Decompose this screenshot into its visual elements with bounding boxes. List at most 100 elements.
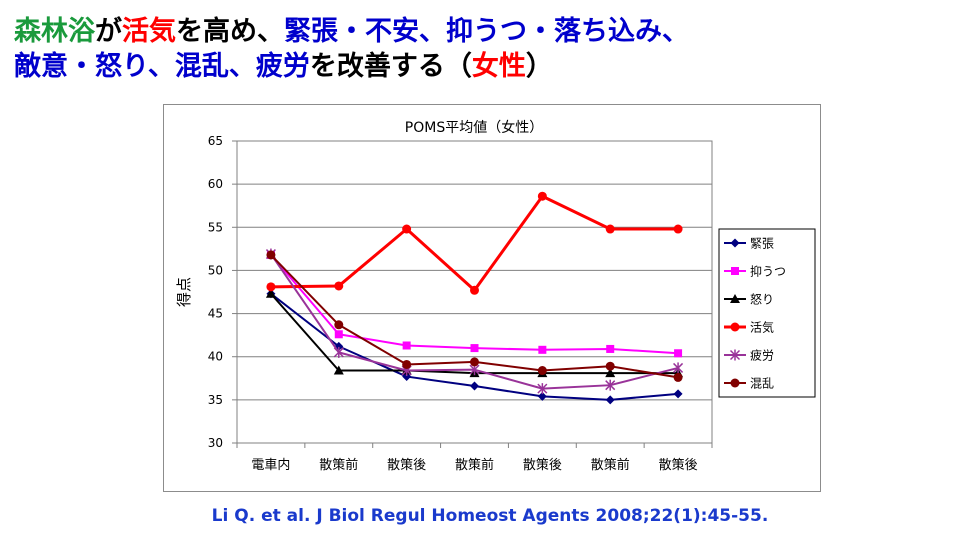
data-point bbox=[470, 344, 479, 353]
data-point bbox=[402, 359, 412, 369]
legend-item: 活気 bbox=[724, 320, 774, 335]
marker-shape bbox=[673, 224, 683, 234]
headline-segment: 森林浴 bbox=[14, 16, 95, 47]
legend-marker bbox=[730, 294, 740, 303]
marker-shape bbox=[730, 322, 740, 332]
legend-item: 抑うつ bbox=[724, 264, 786, 279]
marker-shape bbox=[731, 267, 739, 275]
y-tick-label: 60 bbox=[208, 177, 223, 191]
y-tick-label: 40 bbox=[208, 350, 223, 364]
legend-marker bbox=[730, 322, 740, 332]
marker-shape bbox=[402, 341, 411, 350]
series-4 bbox=[266, 191, 683, 295]
x-tick-label: 散策後 bbox=[523, 457, 562, 473]
y-axis-label: 得点 bbox=[175, 277, 193, 307]
marker-shape bbox=[537, 366, 547, 376]
y-tick-label: 50 bbox=[208, 263, 223, 277]
marker-shape bbox=[470, 381, 479, 391]
headline-segment: 緊張・不安、抑うつ・落ち込み、 bbox=[284, 16, 689, 47]
y-tick-label: 65 bbox=[208, 134, 223, 148]
marker-shape bbox=[606, 344, 615, 353]
data-point bbox=[402, 224, 412, 234]
data-point bbox=[334, 281, 344, 291]
legend-item: 疲労 bbox=[724, 348, 774, 363]
data-point bbox=[538, 345, 547, 354]
marker-shape bbox=[470, 285, 479, 295]
marker-shape bbox=[674, 349, 683, 358]
marker-shape bbox=[470, 344, 479, 353]
data-point bbox=[333, 346, 344, 358]
legend-marker bbox=[731, 267, 739, 275]
marker-shape bbox=[673, 389, 683, 399]
data-point bbox=[266, 282, 276, 292]
data-point bbox=[537, 391, 547, 401]
marker-shape bbox=[538, 345, 547, 354]
citation: Li Q. et al. J Biol Regul Homeost Agents… bbox=[211, 506, 769, 526]
data-point bbox=[673, 224, 683, 234]
x-tick-label: 散策前 bbox=[319, 457, 358, 473]
data-point bbox=[470, 381, 479, 391]
legend-marker bbox=[729, 349, 741, 361]
marker-shape bbox=[266, 250, 276, 260]
marker-shape bbox=[537, 191, 547, 201]
data-point bbox=[606, 344, 615, 353]
chart-frame: POMS平均値（女性） 30 35 40 45 50 55 60 65 電車内 散策前 散策後 散策前 散… bbox=[163, 104, 821, 492]
legend-item: 怒り bbox=[724, 292, 774, 307]
marker-shape bbox=[605, 361, 615, 371]
headline-segment: を高め、 bbox=[176, 16, 284, 47]
marker-shape bbox=[605, 368, 616, 378]
marker-shape bbox=[605, 224, 615, 234]
marker-shape bbox=[730, 238, 740, 248]
marker-shape bbox=[334, 281, 344, 291]
legend-marker bbox=[730, 378, 740, 388]
legend-label: 怒り bbox=[750, 292, 774, 307]
data-point bbox=[605, 368, 616, 378]
data-point bbox=[605, 395, 615, 405]
legend-label: 混乱 bbox=[750, 377, 774, 391]
legend-label: 活気 bbox=[750, 320, 774, 335]
data-point bbox=[265, 288, 276, 298]
data-point bbox=[537, 191, 547, 201]
series-5 bbox=[265, 248, 684, 395]
chart-title: POMS平均値（女性） bbox=[405, 119, 543, 136]
marker-shape bbox=[334, 330, 343, 339]
marker-shape bbox=[730, 378, 740, 388]
y-tick-label: 45 bbox=[208, 307, 223, 321]
x-tick-label: 散策前 bbox=[455, 457, 494, 473]
x-tick-label: 散策前 bbox=[591, 457, 630, 473]
data-point bbox=[470, 357, 479, 367]
x-tick-label: 散策後 bbox=[659, 457, 698, 473]
marker-shape bbox=[266, 282, 276, 292]
data-point bbox=[673, 362, 684, 374]
legend-box bbox=[718, 228, 816, 398]
series-6 bbox=[266, 250, 683, 382]
data-point bbox=[605, 361, 615, 371]
x-tick-label: 電車内 bbox=[251, 457, 290, 473]
data-point bbox=[470, 285, 479, 295]
legend-label: 抑うつ bbox=[750, 264, 786, 279]
data-point bbox=[673, 389, 683, 399]
marker-shape bbox=[334, 320, 344, 330]
data-point bbox=[605, 224, 615, 234]
headline-segment: が bbox=[95, 16, 122, 47]
data-point bbox=[537, 366, 547, 376]
headline-segment: 敵意・怒り、混乱、疲労 bbox=[14, 51, 310, 82]
marker-shape bbox=[402, 224, 412, 234]
headline-segment: 女性 bbox=[471, 51, 526, 82]
marker-shape bbox=[265, 288, 276, 298]
data-point bbox=[605, 379, 616, 391]
marker-shape bbox=[402, 359, 412, 369]
data-point bbox=[334, 330, 343, 339]
marker-shape bbox=[333, 365, 344, 375]
data-point bbox=[402, 341, 411, 350]
y-tick-label: 35 bbox=[208, 393, 223, 407]
legend-item: 緊張 bbox=[724, 237, 774, 251]
data-point bbox=[537, 383, 548, 395]
headline-segment: を改善する（ bbox=[309, 51, 472, 82]
headline-segment: 活気 bbox=[122, 16, 176, 47]
marker-shape bbox=[673, 372, 683, 382]
marker-shape bbox=[470, 357, 479, 367]
marker-shape bbox=[605, 395, 615, 405]
headline-segment: ） bbox=[525, 51, 553, 82]
